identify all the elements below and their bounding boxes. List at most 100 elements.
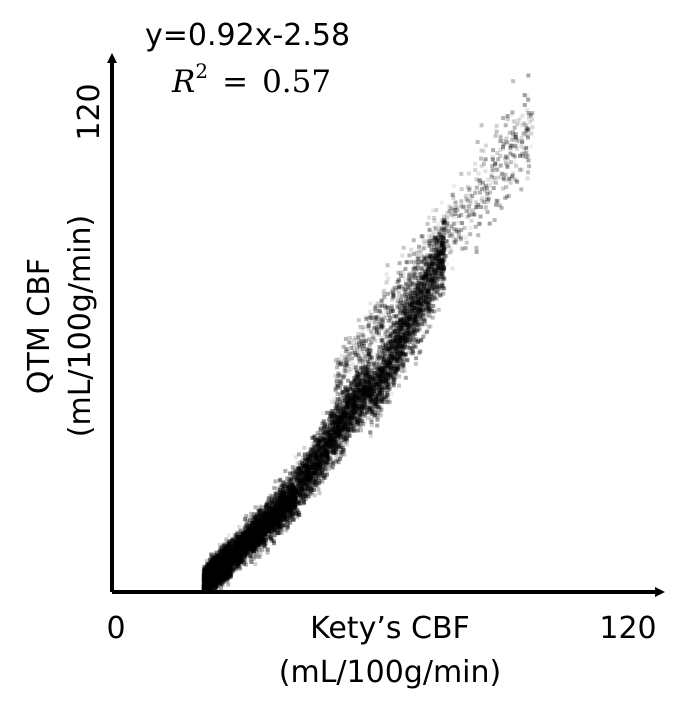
density-point: [206, 563, 211, 568]
density-point: [222, 556, 227, 561]
density-point: [224, 548, 229, 553]
density-point: [238, 529, 243, 533]
density-point: [230, 550, 235, 555]
density-point: [223, 555, 228, 560]
density-point: [217, 575, 222, 580]
density-point: [207, 577, 212, 582]
density-point: [252, 545, 257, 550]
density-point: [250, 538, 255, 543]
density-point: [209, 573, 214, 578]
density-point: [259, 532, 264, 537]
density-point: [209, 583, 214, 588]
density-point: [222, 576, 227, 581]
density-point: [227, 550, 232, 555]
density-point: [201, 568, 206, 573]
density-point: [269, 521, 274, 526]
density-point: [245, 541, 250, 546]
density-point: [208, 579, 213, 584]
density-point: [226, 547, 231, 552]
density-point: [225, 568, 230, 573]
density-point: [205, 569, 210, 574]
density-point: [213, 570, 218, 575]
density-point: [205, 580, 210, 585]
density-point: [216, 569, 221, 574]
density-point: [285, 508, 290, 513]
density-point: [224, 576, 229, 581]
density-point: [219, 553, 224, 558]
density-point: [226, 557, 231, 562]
density-point: [251, 549, 256, 554]
density-point: [252, 520, 257, 525]
density-point: [214, 556, 219, 561]
density-point: [222, 547, 227, 552]
density-point: [227, 549, 232, 553]
density-point: [258, 541, 263, 545]
density-point: [203, 586, 208, 591]
density-point: [231, 558, 236, 563]
density-point: [227, 539, 232, 544]
density-point: [266, 521, 271, 526]
density-point: [279, 498, 284, 503]
density-point: [201, 584, 206, 589]
density-point: [251, 513, 256, 517]
density-point: [208, 578, 212, 583]
density-point: [206, 562, 211, 567]
density-point: [267, 529, 271, 534]
density-point: [206, 562, 211, 567]
density-point: [211, 575, 216, 579]
density-point: [210, 583, 215, 588]
density-point: [233, 540, 238, 545]
density-point: [278, 512, 283, 517]
density-point: [221, 558, 226, 563]
density-point: [216, 556, 221, 561]
density-point: [232, 545, 236, 549]
density-point: [216, 561, 221, 566]
density-point: [234, 557, 239, 562]
density-point: [248, 527, 253, 532]
density-point: [227, 567, 232, 572]
density-point: [271, 515, 276, 520]
density-point: [256, 508, 261, 513]
density-point: [217, 573, 221, 578]
density-point: [258, 513, 262, 518]
density-point: [214, 560, 219, 565]
density-point: [214, 560, 219, 565]
density-point: [218, 560, 223, 565]
density-point: [286, 504, 291, 509]
density-point: [226, 582, 231, 587]
density-point: [288, 489, 293, 494]
density-point: [237, 552, 242, 557]
density-point: [276, 522, 281, 527]
density-point: [250, 527, 255, 532]
density-point: [250, 547, 255, 552]
density-point: [218, 569, 223, 574]
density-point: [210, 571, 215, 576]
density-point: [233, 544, 238, 549]
density-point: [252, 530, 257, 535]
density-point: [273, 479, 278, 484]
density-point: [227, 547, 232, 552]
density-point: [267, 514, 271, 519]
density-point: [274, 512, 279, 517]
density-point: [219, 574, 224, 579]
density-point: [217, 561, 222, 566]
density-point: [277, 500, 282, 505]
density-point: [251, 556, 256, 561]
density-point: [212, 570, 217, 575]
density-point: [253, 505, 258, 510]
density-point: [219, 557, 224, 562]
density-point: [243, 555, 248, 560]
density-point: [218, 561, 223, 566]
density-point: [227, 556, 232, 561]
density-point: [224, 551, 229, 556]
density-point: [224, 559, 229, 564]
density-point: [264, 519, 269, 524]
density-point: [267, 517, 271, 521]
density-point: [250, 547, 255, 552]
density-point: [207, 568, 211, 572]
density-point: [218, 578, 223, 583]
density-point: [234, 555, 239, 560]
density-point: [283, 494, 288, 499]
density-point: [216, 571, 221, 575]
density-point: [212, 565, 217, 570]
